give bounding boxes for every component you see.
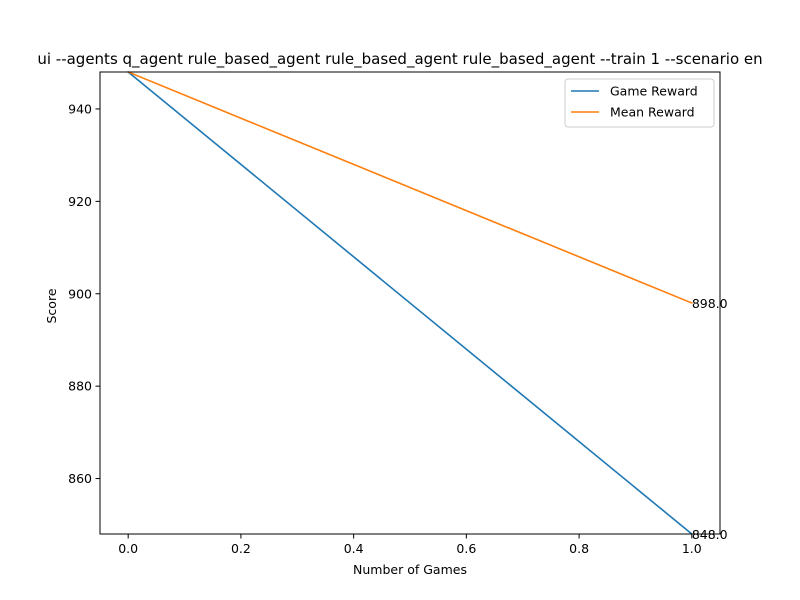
x-tick-label: 0.0 [118, 541, 138, 556]
y-tick-label: 880 [68, 379, 92, 394]
y-tick-label: 940 [68, 101, 92, 116]
legend: Game Reward Mean Reward [564, 78, 715, 128]
x-axis-label: Number of Games [353, 562, 467, 577]
legend-label-2: Mean Reward [610, 105, 695, 120]
x-tick-label: 1.0 [682, 541, 702, 556]
series-line-2 [127, 70, 693, 305]
y-tick-label: 860 [68, 471, 92, 486]
x-tick-label: 0.2 [231, 541, 251, 556]
data-label-2: 898.0 [692, 296, 728, 311]
y-tick-label: 920 [68, 194, 92, 209]
chart-title: ui --agents q_agent rule_based_agent rul… [37, 50, 762, 69]
series-line-1 [127, 70, 693, 536]
x-tick-label: 0.6 [456, 541, 476, 556]
y-tick-label: 900 [68, 286, 92, 301]
x-tick-label: 0.4 [344, 541, 364, 556]
axes-frame [99, 71, 721, 535]
y-axis-label: Score [44, 288, 59, 323]
x-tick-label: 0.8 [569, 541, 589, 556]
legend-label-1: Game Reward [610, 84, 698, 99]
legend-frame [564, 78, 715, 128]
